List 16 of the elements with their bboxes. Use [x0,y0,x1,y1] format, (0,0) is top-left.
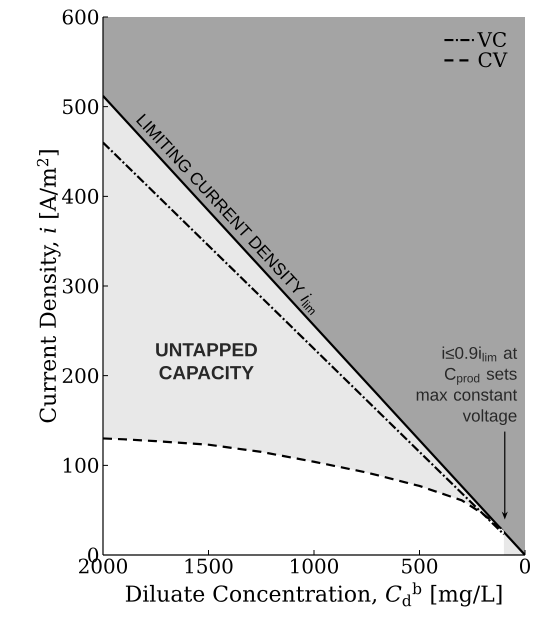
y-tick-label: 200 [62,368,98,384]
y-tick-label: 400 [62,188,98,204]
x-tick-label: 0 [520,558,530,574]
y-tick-label: 500 [63,99,98,114]
x-tick-label: 1500 [186,558,233,574]
text: i≤0.9i$_{lim}$ at C$_{prod}$ sets max constant voltage [416,346,518,426]
legend-label: VC [477,32,506,48]
x-tick-label: 1000 [291,558,338,574]
legend-label: CV [478,52,508,68]
y-axis-title: Current Density, i [A/m$^{2}$] [36,150,61,422]
y-tick-label: 300 [62,278,98,294]
y-tick-label: 100 [64,458,98,473]
x-tick-label: 500 [402,558,438,574]
y-tick-label: 600 [62,9,98,25]
x-axis-title: Diluate Concentration, C$_{d}$$^{b}$ [mg/L] [126,582,502,606]
annotation: UNTAPPED CAPACITY [156,343,257,380]
